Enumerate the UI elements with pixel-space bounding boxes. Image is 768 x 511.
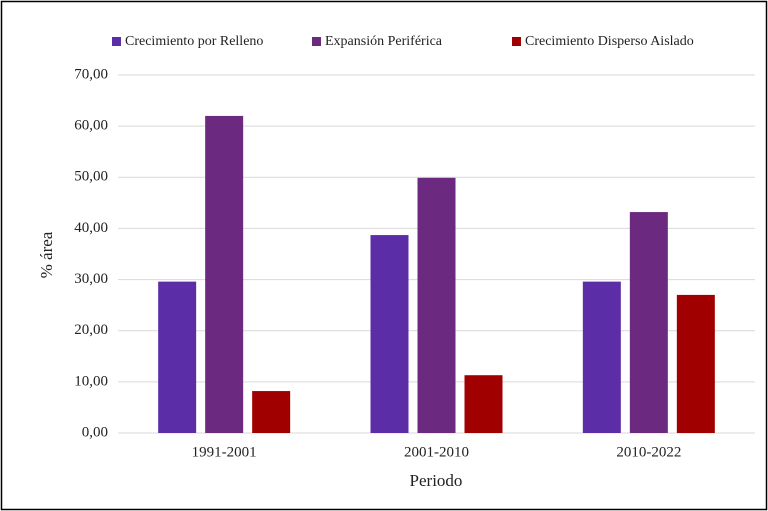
y-tick-label: 50,00 <box>74 169 108 185</box>
y-tick-label: 60,00 <box>74 118 108 134</box>
y-tick-label: 40,00 <box>74 220 108 236</box>
bar <box>417 177 456 433</box>
bar <box>370 235 409 433</box>
legend-label: Crecimiento por Relleno <box>125 34 263 49</box>
y-tick-label: 70,00 <box>74 66 108 82</box>
x-tick-label: 2001-2010 <box>404 444 469 460</box>
bar <box>629 212 668 433</box>
bar <box>582 281 621 433</box>
y-tick-label: 20,00 <box>74 322 108 338</box>
legend-swatch <box>512 37 521 46</box>
x-axis-label: Periodo <box>410 471 463 490</box>
bar <box>676 294 715 433</box>
legend-swatch <box>312 37 321 46</box>
legend-label: Crecimiento Disperso Aislado <box>525 34 694 49</box>
x-tick-label: 1991-2001 <box>192 444 257 460</box>
legend-label: Expansión Periférica <box>325 34 443 49</box>
bar <box>158 281 197 433</box>
y-tick-label: 0,00 <box>82 424 108 440</box>
bar <box>252 391 291 433</box>
bar <box>464 375 503 433</box>
y-tick-label: 10,00 <box>74 373 108 389</box>
y-tick-label: 30,00 <box>74 271 108 287</box>
y-axis-label: % área <box>37 231 56 278</box>
legend-swatch <box>112 37 121 46</box>
x-tick-label: 2010-2022 <box>616 444 681 460</box>
bar <box>205 115 244 434</box>
